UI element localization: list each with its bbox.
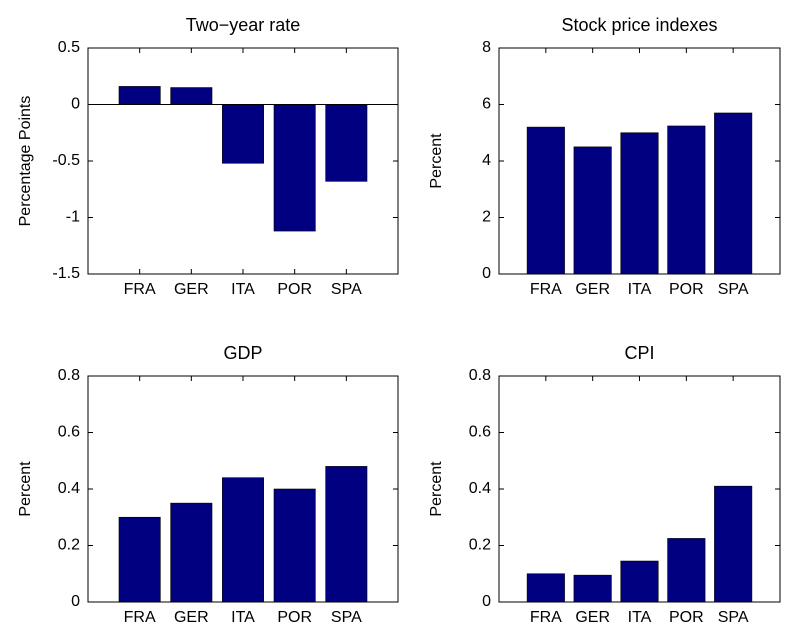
- y-tick-label: 0.6: [469, 424, 491, 441]
- y-tick-label: 0.8: [469, 367, 491, 384]
- y-tick-label: 0.5: [58, 39, 80, 56]
- y-tick-label: 0.8: [58, 367, 80, 384]
- x-tick-label: ITA: [231, 281, 255, 298]
- chart-title: CPI: [624, 343, 654, 363]
- y-axis-label: Percent: [428, 461, 445, 517]
- x-tick-label: SPA: [718, 609, 749, 626]
- x-tick-label: SPA: [331, 281, 362, 298]
- bar: [273, 488, 316, 603]
- x-tick-label: FRA: [124, 281, 156, 298]
- x-tick-label: GER: [174, 281, 209, 298]
- bar: [573, 574, 612, 603]
- y-tick-label: 0.2: [469, 537, 491, 554]
- x-tick-label: FRA: [530, 281, 562, 298]
- y-tick-label: 0: [71, 593, 80, 610]
- bar: [273, 104, 316, 232]
- y-axis-label: Percent: [428, 133, 445, 189]
- y-tick-label: 0: [482, 593, 491, 610]
- axes-box: [87, 375, 399, 603]
- bar: [573, 146, 612, 275]
- y-tick-label: -1.5: [52, 265, 80, 282]
- bar: [714, 485, 753, 603]
- y-tick-label: 0.4: [58, 480, 80, 497]
- x-tick-label: ITA: [231, 609, 255, 626]
- bar: [170, 502, 213, 603]
- x-tick-label: POR: [669, 281, 704, 298]
- chart-title: Two−year rate: [186, 15, 301, 35]
- bar: [222, 477, 264, 603]
- x-tick-label: FRA: [530, 609, 562, 626]
- bar: [620, 560, 659, 603]
- y-tick-label: 4: [482, 152, 491, 169]
- bar: [222, 104, 264, 164]
- x-tick-label: POR: [669, 609, 704, 626]
- bar: [325, 104, 368, 182]
- bar: [667, 538, 706, 603]
- bar: [526, 573, 565, 603]
- y-tick-label: 0.2: [58, 537, 80, 554]
- x-tick-label: POR: [277, 281, 312, 298]
- bar: [118, 516, 161, 603]
- bar: [714, 112, 753, 275]
- x-tick-label: GER: [575, 609, 610, 626]
- bar: [667, 125, 706, 275]
- y-tick-label: -0.5: [52, 152, 80, 169]
- y-tick-label: 0.6: [58, 424, 80, 441]
- x-tick-label: SPA: [718, 281, 749, 298]
- bar: [325, 466, 368, 603]
- bar: [118, 86, 161, 105]
- y-tick-label: 0: [482, 265, 491, 282]
- x-tick-label: ITA: [628, 281, 652, 298]
- axes-box: [498, 375, 781, 603]
- bar: [170, 87, 213, 105]
- y-tick-label: 0: [71, 96, 80, 113]
- y-tick-label: 2: [482, 209, 491, 226]
- y-tick-label: -1: [66, 209, 80, 226]
- bar: [526, 126, 565, 275]
- x-tick-label: GER: [174, 609, 209, 626]
- chart-title: GDP: [223, 343, 262, 363]
- y-axis-label: Percent: [17, 461, 34, 517]
- y-tick-label: 6: [482, 96, 491, 113]
- x-tick-label: GER: [575, 281, 610, 298]
- y-tick-label: 8: [482, 39, 491, 56]
- x-tick-label: SPA: [331, 609, 362, 626]
- axes-box: [87, 47, 399, 275]
- y-axis-label: Percentage Points: [17, 96, 34, 227]
- y-tick-label: 0.4: [469, 480, 491, 497]
- bar: [620, 132, 659, 275]
- x-tick-label: ITA: [628, 609, 652, 626]
- x-tick-label: FRA: [124, 609, 156, 626]
- axes-box: [498, 47, 781, 275]
- chart-title: Stock price indexes: [561, 15, 717, 35]
- x-tick-label: POR: [277, 609, 312, 626]
